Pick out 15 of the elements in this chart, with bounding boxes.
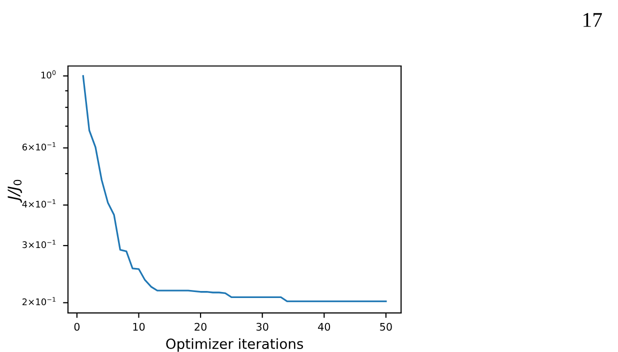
x-tick-label: 10 (133, 322, 145, 331)
y-tick-label: 4×10$^{−1}$ (22, 199, 56, 208)
x-tick-label: 0 (74, 322, 80, 331)
x-tick-label: 20 (194, 322, 206, 331)
x-axis-title: Optimizer iterations (166, 338, 304, 352)
y-tick-label: 6×10$^{−1}$ (22, 142, 56, 150)
text: 17 (584, 13, 602, 27)
y-tick-label: 3×10$^{−1}$ (22, 240, 56, 248)
y-tick-label: 10$^{0}$ (41, 70, 56, 78)
line-series (82, 75, 387, 302)
x-tick-label: 40 (318, 322, 330, 331)
x-tick-label: 50 (380, 322, 392, 331)
y-axis-title: J/J$_{0}$ (8, 180, 22, 203)
x-tick-label: 30 (256, 322, 268, 331)
y-tick-label: 2×10$^{−1}$ (22, 297, 56, 306)
